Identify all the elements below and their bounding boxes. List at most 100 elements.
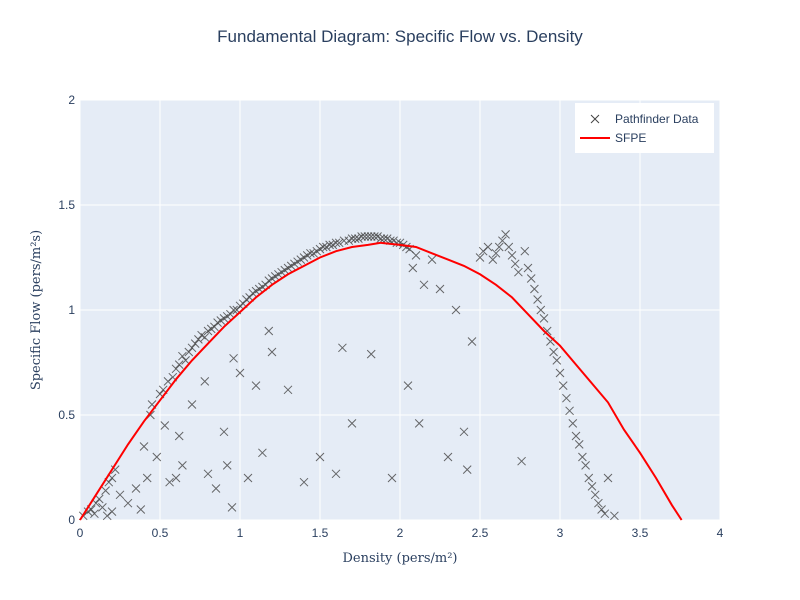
data-point <box>414 419 424 428</box>
data-point <box>98 503 107 512</box>
data-point <box>520 246 530 256</box>
legend[interactable]: Pathfinder Data SFPE <box>575 103 714 153</box>
data-point <box>136 505 146 514</box>
data-point <box>194 335 203 344</box>
data-point <box>222 461 232 470</box>
data-point <box>243 473 253 483</box>
data-point <box>347 419 357 428</box>
data-point <box>494 242 504 252</box>
data-point <box>174 431 184 441</box>
data-point <box>600 509 610 519</box>
legend-label-sfpe: SFPE <box>615 131 646 145</box>
x-axis-label: Density (pers/m²) <box>343 551 458 566</box>
data-point <box>462 465 472 474</box>
data-point <box>517 456 526 466</box>
y-axis-label: Specific Flow (pers/m²s) <box>29 230 44 390</box>
data-point <box>360 232 370 241</box>
data-point <box>315 452 325 462</box>
x-tick-label: 3 <box>557 526 564 540</box>
data-point <box>501 230 510 239</box>
y-tick-label: 0.5 <box>58 408 75 422</box>
data-point <box>542 326 552 336</box>
x-tick-label: 1 <box>237 526 244 540</box>
chart-title: Fundamental Diagram: Specific Flow vs. D… <box>217 27 583 46</box>
data-point <box>200 332 210 342</box>
data-point <box>549 347 558 357</box>
data-marks <box>78 230 683 521</box>
data-point <box>568 419 578 428</box>
y-tick-label: 1 <box>68 303 75 317</box>
data-point <box>226 309 235 319</box>
data-point <box>443 452 453 462</box>
data-point <box>227 503 237 512</box>
x-tick-label: 0 <box>77 526 84 540</box>
x-tick-label: 0.5 <box>152 526 169 540</box>
data-point <box>562 393 571 403</box>
grid <box>79 99 721 521</box>
data-point <box>229 305 238 315</box>
data-point <box>267 347 277 357</box>
data-point <box>190 339 200 348</box>
data-point <box>603 473 613 483</box>
data-point <box>171 473 181 483</box>
data-point <box>491 248 501 258</box>
data-point <box>142 473 152 483</box>
data-point <box>187 343 197 353</box>
data-point <box>435 284 445 294</box>
data-point <box>510 259 520 269</box>
data-point <box>539 314 549 323</box>
data-point <box>90 509 99 519</box>
data-point <box>115 490 125 500</box>
data-point <box>165 477 174 487</box>
data-point <box>211 484 221 493</box>
legend-marker-x <box>590 114 600 124</box>
data-point <box>283 385 293 395</box>
data-point <box>459 427 469 437</box>
data-point <box>584 473 594 483</box>
data-point <box>366 232 376 241</box>
data-point <box>370 232 379 241</box>
data-point <box>587 482 597 491</box>
data-point <box>379 234 389 243</box>
data-point <box>350 234 360 243</box>
data-point <box>181 356 190 365</box>
data-point <box>187 400 197 409</box>
data-point <box>376 234 386 243</box>
data-point <box>123 498 133 508</box>
data-point <box>590 490 600 500</box>
data-point <box>258 448 267 458</box>
data-point <box>107 507 117 516</box>
data-point <box>251 381 261 390</box>
data-point <box>578 452 587 462</box>
data-point <box>334 238 344 248</box>
data-point <box>475 253 485 262</box>
data-point <box>597 505 606 514</box>
data-point <box>325 240 334 250</box>
data-point <box>536 305 546 315</box>
data-point <box>558 381 568 390</box>
data-point <box>264 326 274 336</box>
data-point <box>357 232 366 241</box>
legend-box <box>575 103 714 153</box>
data-point <box>571 431 581 441</box>
data-point <box>574 440 584 449</box>
legend-label-pathfinder: Pathfinder Data <box>615 112 699 126</box>
data-point <box>530 284 539 294</box>
data-point <box>101 486 110 495</box>
data-point <box>347 234 357 243</box>
data-point <box>235 368 245 378</box>
axis-ticks: 0 0.5 1 1.5 2 2.5 3 3.5 4 0 0.5 1 1.5 2 <box>58 93 723 540</box>
data-point <box>219 427 229 437</box>
data-point <box>331 238 341 248</box>
data-point <box>131 484 141 493</box>
data-point <box>299 477 309 487</box>
x-tick-label: 3.5 <box>632 526 649 540</box>
data-point <box>594 498 603 508</box>
data-point <box>565 406 574 416</box>
data-point <box>526 274 536 283</box>
data-point <box>178 351 187 361</box>
series-line-sfpe <box>79 241 683 521</box>
x-tick-label: 4 <box>717 526 724 540</box>
data-point <box>171 364 181 374</box>
